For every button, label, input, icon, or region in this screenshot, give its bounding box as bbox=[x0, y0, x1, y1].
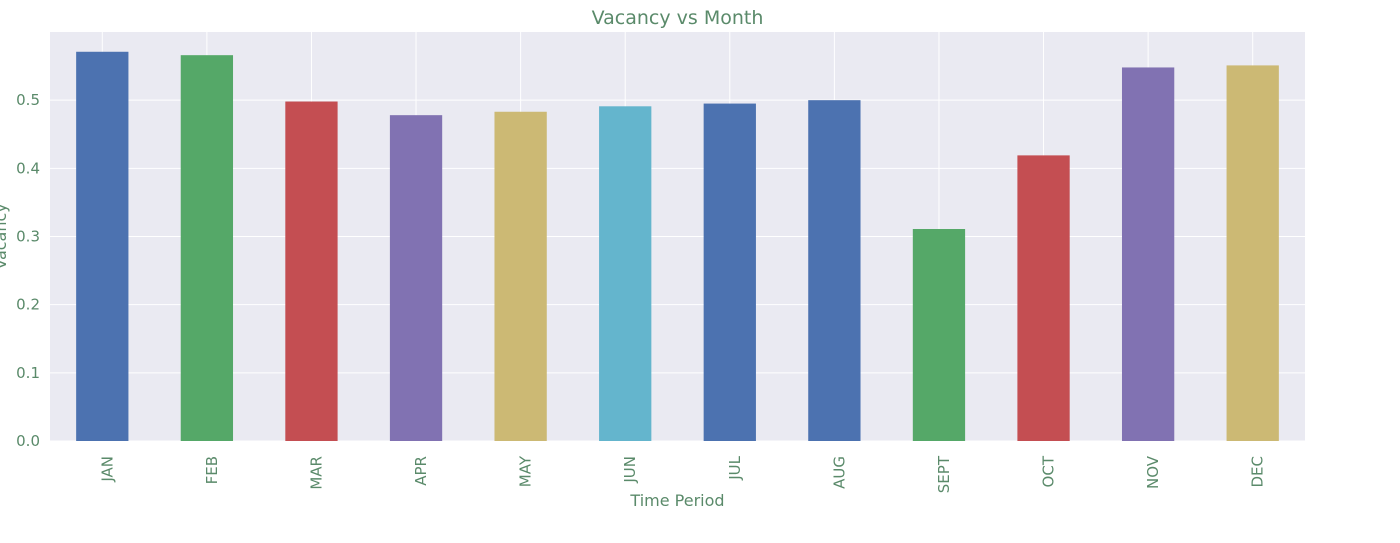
bar-sept bbox=[912, 229, 966, 441]
bar-jun bbox=[599, 106, 652, 441]
x-tick-labels: JAN FEB MAR APR MAY JUN JUL AUG SEPT OCT NOV DEC bbox=[98, 455, 1266, 493]
x-tick-label-jan: JAN bbox=[98, 456, 116, 483]
x-tick-label-may: MAY bbox=[517, 455, 535, 487]
y-axis-title: Vacancy bbox=[0, 203, 10, 270]
x-tick-label-oct: OCT bbox=[1040, 455, 1058, 487]
bar-jan bbox=[76, 51, 129, 441]
bar-apr bbox=[389, 115, 443, 441]
x-axis-title: Time Period bbox=[629, 491, 724, 510]
y-tick-label: 0.4 bbox=[16, 159, 40, 177]
x-tick-label-apr: APR bbox=[412, 456, 430, 486]
bar-feb bbox=[180, 55, 234, 441]
x-tick-label-feb: FEB bbox=[203, 456, 221, 484]
x-tick-label-mar: MAR bbox=[307, 456, 325, 490]
y-tick-label: 0.0 bbox=[16, 432, 40, 450]
x-tick-label-aug: AUG bbox=[830, 456, 848, 489]
y-tick-label: 0.5 bbox=[16, 91, 40, 109]
bar-aug bbox=[808, 100, 861, 442]
y-tick-label: 0.2 bbox=[16, 296, 40, 314]
bar-nov bbox=[1121, 67, 1175, 442]
x-tick-label-jul: JUL bbox=[726, 455, 744, 480]
x-tick-label-sept: SEPT bbox=[935, 455, 953, 493]
x-tick-label-dec: DEC bbox=[1249, 456, 1267, 488]
bar-mar bbox=[285, 101, 338, 441]
bars bbox=[76, 51, 1279, 442]
x-tick-label-nov: NOV bbox=[1144, 455, 1162, 489]
x-tick-label-jun: JUN bbox=[621, 456, 639, 484]
bar-may bbox=[494, 111, 547, 441]
bar-oct bbox=[1017, 155, 1070, 442]
chart-title: Vacancy vs Month bbox=[592, 7, 764, 29]
y-tick-label: 0.1 bbox=[16, 364, 40, 382]
bar-dec bbox=[1226, 65, 1279, 441]
bar-jul bbox=[703, 103, 756, 441]
y-tick-label: 0.3 bbox=[16, 228, 40, 246]
y-tick-labels: 0.0 0.1 0.2 0.3 0.4 0.5 bbox=[16, 91, 40, 450]
